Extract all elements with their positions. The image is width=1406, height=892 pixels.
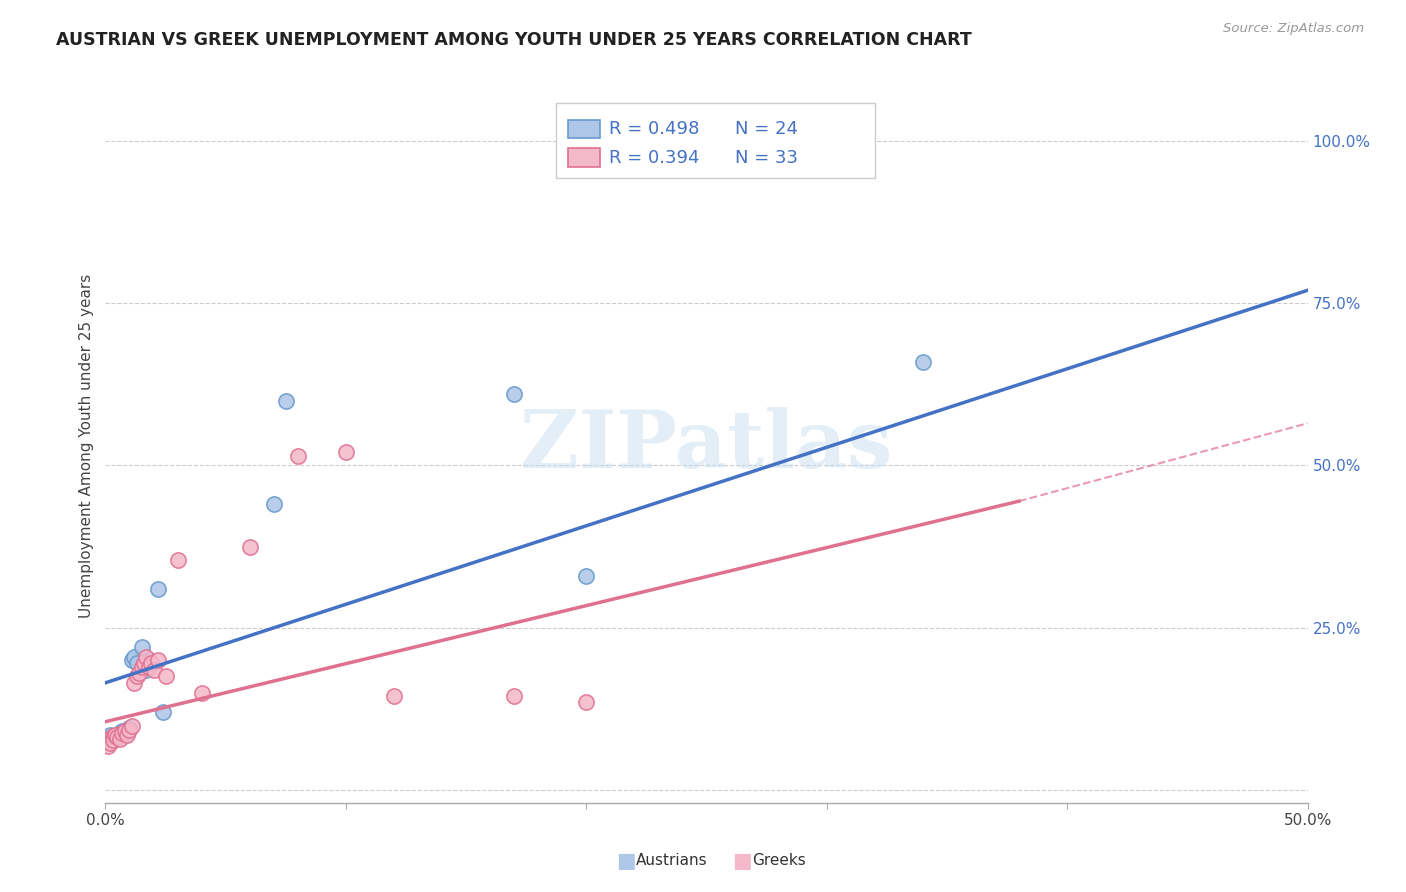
- Point: [335, 445, 357, 459]
- Text: ZIPatlas: ZIPatlas: [520, 407, 893, 485]
- Point: [104, 728, 127, 742]
- Point: [118, 721, 141, 735]
- Point: [274, 393, 297, 408]
- Point: [382, 689, 405, 703]
- Point: [118, 723, 141, 738]
- Point: [503, 689, 526, 703]
- Point: [166, 552, 188, 566]
- FancyBboxPatch shape: [557, 103, 875, 178]
- Point: [131, 640, 153, 654]
- Point: [97, 731, 120, 745]
- Point: [263, 497, 285, 511]
- Y-axis label: Unemployment Among Youth under 25 years: Unemployment Among Youth under 25 years: [79, 274, 94, 618]
- Text: N = 33: N = 33: [735, 149, 799, 167]
- Point: [138, 659, 160, 673]
- Point: [97, 739, 120, 753]
- Point: [115, 728, 138, 742]
- FancyBboxPatch shape: [568, 148, 599, 167]
- Point: [121, 719, 143, 733]
- Point: [125, 657, 148, 671]
- Point: [111, 724, 134, 739]
- Text: R = 0.394: R = 0.394: [609, 149, 700, 167]
- Point: [142, 663, 165, 677]
- Point: [104, 732, 127, 747]
- Point: [101, 730, 124, 744]
- Point: [139, 657, 162, 671]
- Text: AUSTRIAN VS GREEK UNEMPLOYMENT AMONG YOUTH UNDER 25 YEARS CORRELATION CHART: AUSTRIAN VS GREEK UNEMPLOYMENT AMONG YOU…: [56, 31, 972, 49]
- Text: ■: ■: [616, 851, 636, 871]
- Point: [138, 653, 160, 667]
- Point: [114, 728, 136, 742]
- Point: [152, 705, 174, 719]
- Point: [575, 568, 598, 582]
- Point: [108, 732, 131, 747]
- Text: N = 24: N = 24: [735, 120, 799, 138]
- Text: R = 0.498: R = 0.498: [609, 120, 700, 138]
- Point: [108, 725, 131, 739]
- Point: [101, 729, 124, 743]
- Point: [101, 732, 124, 747]
- Point: [239, 540, 262, 554]
- Point: [97, 734, 120, 748]
- Text: Greeks: Greeks: [752, 854, 806, 868]
- Point: [124, 675, 146, 690]
- Point: [575, 695, 598, 709]
- Point: [98, 731, 121, 745]
- Point: [148, 653, 170, 667]
- Point: [114, 724, 136, 739]
- Text: Austrians: Austrians: [636, 854, 707, 868]
- Point: [148, 582, 170, 596]
- Point: [107, 729, 129, 743]
- Point: [911, 354, 934, 368]
- Point: [155, 669, 177, 683]
- Point: [111, 725, 134, 739]
- Point: [115, 723, 138, 738]
- Point: [124, 649, 146, 664]
- Point: [190, 685, 212, 699]
- Point: [107, 730, 129, 744]
- Text: Source: ZipAtlas.com: Source: ZipAtlas.com: [1223, 22, 1364, 36]
- Point: [121, 653, 143, 667]
- Point: [132, 659, 155, 673]
- Point: [98, 728, 121, 742]
- Point: [503, 387, 526, 401]
- FancyBboxPatch shape: [568, 120, 599, 138]
- Point: [98, 736, 121, 750]
- Point: [135, 663, 157, 677]
- Point: [128, 666, 150, 681]
- Point: [131, 659, 153, 673]
- Point: [135, 649, 157, 664]
- Point: [132, 657, 155, 671]
- Point: [125, 669, 148, 683]
- Point: [287, 449, 309, 463]
- Text: ■: ■: [733, 851, 752, 871]
